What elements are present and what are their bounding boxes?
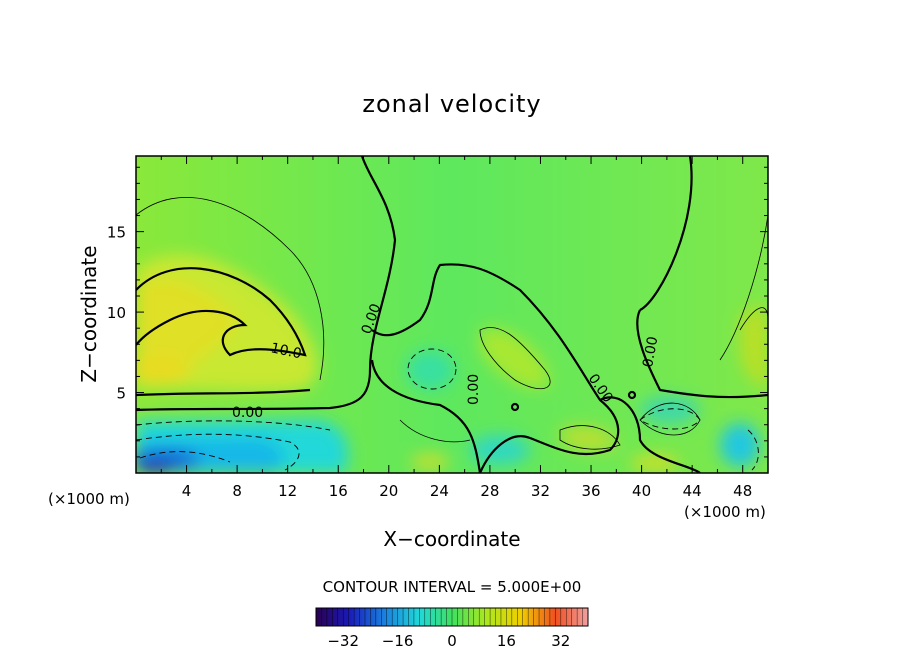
x-tick-label: 48 — [733, 482, 752, 500]
colorbar-tick-label: 32 — [551, 632, 570, 650]
y-axis-label: Z−coordinate — [77, 245, 101, 382]
colorbar-tick-label: −16 — [382, 632, 414, 650]
x-tick-label: 24 — [430, 482, 449, 500]
negative-contours — [136, 348, 759, 471]
thin-contours — [136, 197, 768, 450]
x-tick-label: 40 — [632, 482, 651, 500]
x-tick-label: 28 — [480, 482, 499, 500]
x-axis-label: X−coordinate — [383, 527, 520, 551]
x-tick-label: 36 — [581, 482, 600, 500]
contour-label: 10.0 — [269, 340, 303, 362]
contour-label: 0.00 — [232, 405, 263, 421]
y-tick-label: 10 — [107, 304, 126, 322]
colorbar-tick-label: −32 — [327, 632, 359, 650]
velocity-field: 0.00 10.0 0.00 0.00 0.00 0.00 — [136, 156, 768, 473]
zero-contours — [136, 156, 768, 473]
x-tick-label: 16 — [329, 482, 348, 500]
x-tick-label: 12 — [278, 482, 297, 500]
y-tick-label: 5 — [116, 385, 126, 403]
x-ticks: 4 8 12 16 20 24 28 32 36 40 44 48 — [160, 156, 752, 500]
plot-frame — [135, 155, 769, 474]
colorbar-tick-label: 0 — [447, 632, 457, 650]
x-tick-label: 44 — [683, 482, 702, 500]
x-tick-label: 4 — [182, 482, 192, 500]
contour-interval-note: CONTOUR INTERVAL = 5.000E+00 — [323, 578, 582, 596]
x-tick-label: 8 — [232, 482, 242, 500]
x-unit-left: (×1000 m) — [48, 490, 130, 508]
contour-label: 0.00 — [640, 335, 661, 368]
colorbar-tick-label: 16 — [497, 632, 516, 650]
contour-label: 0.00 — [466, 374, 482, 405]
colorbar: −32 −16 0 16 32 — [315, 607, 589, 650]
chart-title: zonal velocity — [362, 90, 541, 118]
x-tick-label: 32 — [531, 482, 550, 500]
x-unit-right: (×1000 m) — [684, 503, 766, 521]
y-ticks: 5 10 15 — [107, 166, 768, 458]
x-tick-label: 20 — [379, 482, 398, 500]
y-tick-label: 15 — [107, 224, 126, 242]
